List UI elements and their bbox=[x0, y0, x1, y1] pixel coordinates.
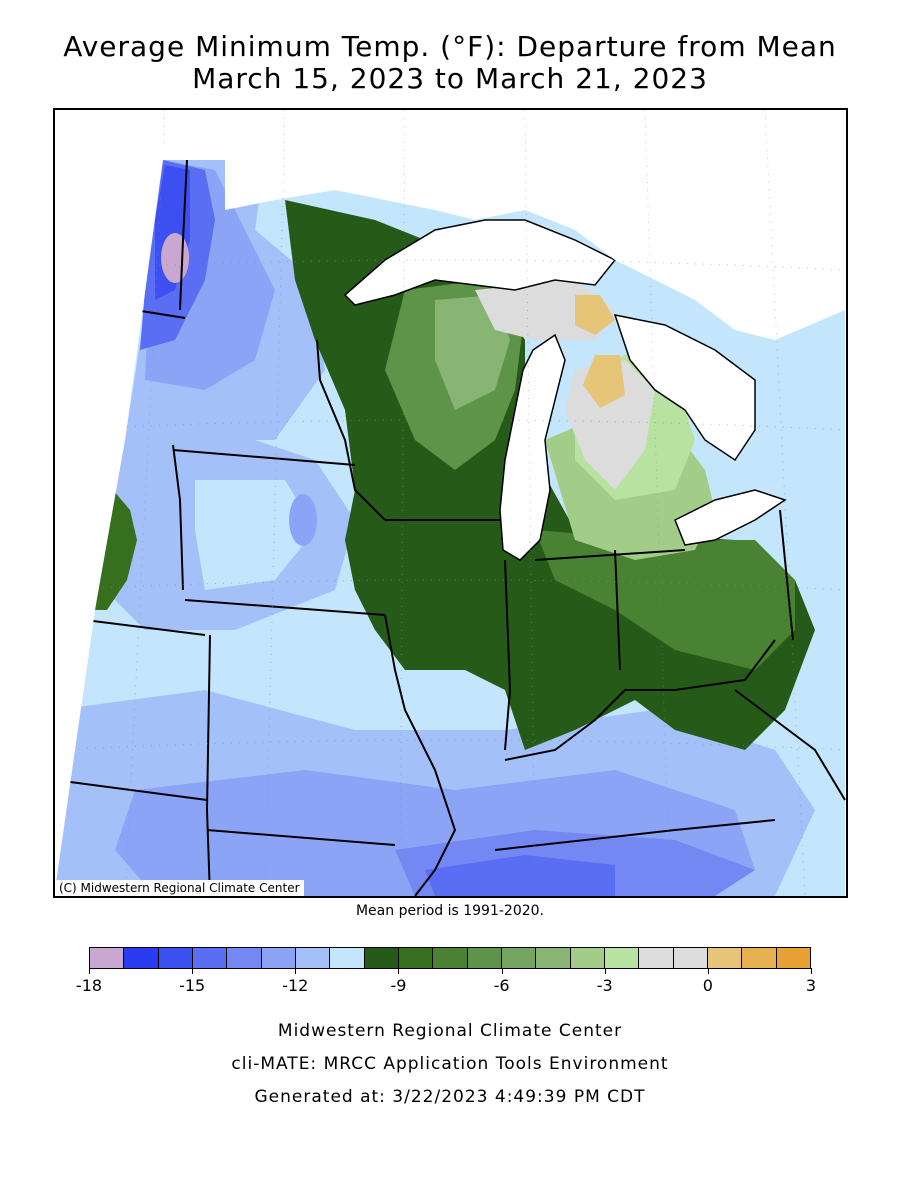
legend-tick-label: -18 bbox=[75, 976, 103, 995]
legend-swatch bbox=[707, 948, 743, 968]
legend-swatch bbox=[570, 948, 605, 968]
legend-swatch bbox=[776, 948, 810, 968]
legend-tick-label: -12 bbox=[282, 976, 309, 995]
region-near-zero-lower-mi bbox=[565, 360, 655, 490]
mean-period-note: Mean period is 1991-2020. bbox=[355, 903, 545, 919]
legend-swatch bbox=[261, 948, 296, 968]
boundary-ky-tn bbox=[494, 819, 776, 851]
legend-tick-label: 3 bbox=[805, 976, 817, 995]
region-band-minus-13b bbox=[289, 494, 317, 546]
region-warm-up bbox=[575, 295, 615, 335]
legend-swatch bbox=[467, 948, 502, 968]
boundary-ok-ks bbox=[55, 779, 208, 801]
boundary-ia-mo bbox=[184, 599, 386, 616]
boundary-mo-ar bbox=[206, 829, 396, 846]
copyright-notice: (C) Midwestern Regional Climate Center bbox=[55, 880, 304, 896]
legend-tick-labels: -18 -15 -12 -9 -6 -3 0 3 bbox=[76, 968, 816, 1008]
state-boundaries bbox=[55, 159, 846, 896]
legend-tick-label: -15 bbox=[179, 976, 206, 995]
boundary-miss-river bbox=[384, 614, 457, 896]
legend-tick-label: -6 bbox=[493, 976, 510, 995]
legend-swatch bbox=[639, 948, 674, 968]
boundary-ks-mo bbox=[205, 634, 211, 896]
boundary-ohio-river bbox=[504, 639, 776, 761]
lake-erie bbox=[674, 489, 787, 546]
region-band-minus-18 bbox=[161, 233, 189, 283]
legend-swatch bbox=[604, 948, 640, 968]
legend-tick-mark bbox=[89, 968, 90, 974]
legend-tick-label: 0 bbox=[702, 976, 713, 995]
boundary-nd-mn bbox=[179, 159, 188, 311]
boundary-sd-mn bbox=[172, 444, 184, 591]
boundary-mi-oh bbox=[534, 549, 686, 561]
legend-swatch bbox=[433, 948, 468, 968]
boundary-il-in bbox=[504, 559, 512, 751]
legend-tick-label: -9 bbox=[390, 976, 407, 995]
legend-tick-mark bbox=[192, 968, 194, 974]
boundary-wv-va bbox=[734, 689, 846, 801]
legend-swatch bbox=[295, 948, 331, 968]
legend-swatch bbox=[536, 948, 571, 968]
legend-color-bar bbox=[89, 947, 811, 969]
map-title-line-2: March 15, 2023 to March 21, 2023 bbox=[192, 62, 708, 95]
region-green-east-light bbox=[535, 530, 795, 670]
map-title-line-1: Average Minimum Temp. (°F): Departure fr… bbox=[63, 30, 837, 63]
footer-generated: Generated at: 3/22/2023 4:49:39 PM CDT bbox=[254, 1087, 646, 1107]
footer-org: Midwestern Regional Climate Center bbox=[277, 1021, 623, 1041]
boundary-in-oh bbox=[614, 549, 621, 671]
legend-swatch bbox=[398, 948, 434, 968]
legend-swatch bbox=[90, 948, 125, 968]
legend-swatch bbox=[330, 948, 365, 968]
boundary-mn-ia bbox=[172, 449, 356, 466]
color-legend bbox=[89, 947, 811, 971]
legend-tick-mark bbox=[295, 968, 297, 974]
legend-swatch bbox=[673, 948, 708, 968]
legend-tick-mark bbox=[811, 968, 812, 974]
legend-tick-mark bbox=[707, 968, 709, 974]
boundary-oh-pa bbox=[779, 509, 794, 641]
legend-tick-mark bbox=[501, 968, 503, 974]
legend-swatch bbox=[192, 948, 228, 968]
legend-swatch bbox=[501, 948, 537, 968]
lake-huron bbox=[613, 314, 756, 462]
map-panel: (C) Midwestern Regional Climate Center bbox=[53, 108, 848, 898]
legend-swatch bbox=[124, 948, 159, 968]
boundary-mn-wi bbox=[316, 339, 386, 521]
region-green-michigan-light bbox=[435, 295, 510, 410]
region-band-south-15 bbox=[425, 855, 615, 896]
legend-tick-mark bbox=[398, 968, 400, 974]
region-green-west bbox=[95, 490, 137, 610]
region-warm-lower-mi bbox=[583, 355, 625, 408]
legend-swatch bbox=[364, 948, 399, 968]
footer-tool: cli-MATE: MRCC Application Tools Environ… bbox=[231, 1054, 669, 1074]
boundary-nd-sd bbox=[134, 309, 186, 319]
legend-tick-mark bbox=[604, 968, 606, 974]
canada-north bbox=[225, 110, 845, 340]
map-mask-left bbox=[55, 110, 163, 890]
legend-tick-label: -3 bbox=[596, 976, 613, 995]
temperature-departure-map bbox=[55, 110, 846, 896]
legend-swatch bbox=[158, 948, 193, 968]
lake-superior bbox=[343, 219, 617, 306]
legend-swatch bbox=[227, 948, 262, 968]
legend-swatch bbox=[742, 948, 777, 968]
lake-michigan bbox=[499, 333, 566, 561]
boundary-ne-ks bbox=[84, 619, 206, 636]
region-band-minus-12a bbox=[195, 480, 315, 590]
